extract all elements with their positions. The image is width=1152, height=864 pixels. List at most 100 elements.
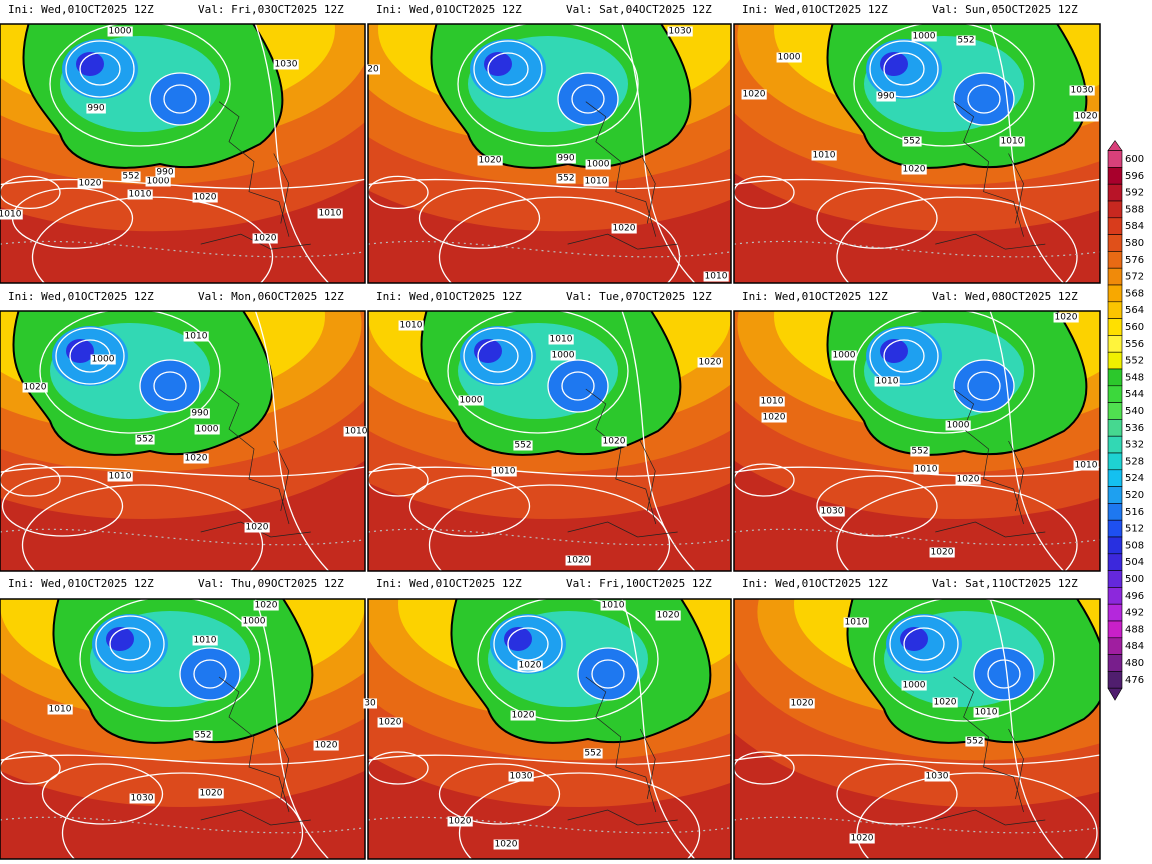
label-bg <box>667 26 693 37</box>
label-bg <box>556 173 576 184</box>
map-frame <box>0 310 366 572</box>
contour-label: 1020 <box>479 156 502 166</box>
contour-label: 1020 <box>791 699 814 709</box>
init-time: Ini: Wed,01OCT2025 12Z <box>8 290 154 303</box>
colorbar-label: 500 <box>1125 574 1144 585</box>
contour-label: 1010 <box>761 397 784 407</box>
map-panel <box>368 599 731 859</box>
map-frame <box>0 598 366 860</box>
jet-axis <box>734 528 1100 546</box>
isobar <box>477 339 519 373</box>
field <box>76 52 104 76</box>
label-bg <box>493 839 519 850</box>
isobar <box>179 647 241 701</box>
label-bg <box>253 600 279 611</box>
isobar <box>547 359 609 413</box>
label-bg <box>192 635 218 646</box>
isobar <box>836 763 958 825</box>
contour-label: 1020 <box>957 475 980 485</box>
colorbar-label: 596 <box>1125 171 1144 182</box>
colorbar-label: 492 <box>1125 608 1144 619</box>
label-bg <box>999 136 1025 147</box>
contour-label: 552 <box>122 172 139 182</box>
coastline <box>200 676 311 826</box>
label-bg <box>876 91 896 102</box>
label-bg <box>761 412 787 423</box>
label-bg <box>398 320 424 331</box>
contour-label: 1000 <box>147 177 170 187</box>
isobar <box>368 466 731 477</box>
isobar <box>149 72 211 126</box>
contour-label: 1020 <box>246 523 269 533</box>
isobar <box>0 751 61 785</box>
isobar <box>953 72 1015 126</box>
colorbar-label: 516 <box>1125 507 1144 518</box>
colorbar-box <box>1107 637 1123 655</box>
label-bg <box>611 223 637 234</box>
contour-label: 1020 <box>567 556 590 566</box>
isobar <box>457 24 639 147</box>
colorbar-box <box>1107 167 1123 185</box>
contour-label: 1010 <box>1075 461 1098 471</box>
label-bg <box>913 464 939 475</box>
contour-label: 1030 <box>1071 86 1094 96</box>
colorbar-box <box>1107 587 1123 605</box>
label-bg <box>510 710 536 721</box>
map-frame <box>0 23 366 284</box>
map-panel <box>0 311 365 571</box>
field <box>150 73 210 125</box>
colorbar-label: 564 <box>1125 305 1144 316</box>
colorbar-cap <box>1107 687 1123 701</box>
contour-label: 1000 <box>903 681 926 691</box>
label-bg <box>932 697 958 708</box>
colorbar-box <box>1107 200 1123 219</box>
isobar <box>577 647 639 701</box>
isobar <box>408 475 531 537</box>
isobar <box>153 371 187 401</box>
isobar <box>368 751 429 785</box>
isobar <box>368 175 429 209</box>
label-bg <box>911 31 937 42</box>
isobar <box>447 311 629 434</box>
label-bg <box>145 176 171 187</box>
label-bg <box>491 466 517 477</box>
colorbar-box <box>1107 234 1123 252</box>
map-panel <box>0 599 365 859</box>
label-bg <box>363 698 377 709</box>
contour-label: 1020 <box>254 234 277 244</box>
label-bg <box>107 26 133 37</box>
label-bg <box>565 555 591 566</box>
colorbar-label: 584 <box>1125 221 1144 232</box>
coastline <box>935 676 1046 826</box>
coastline <box>567 388 678 538</box>
contour-label: 1020 <box>185 454 208 464</box>
isobar <box>869 327 939 385</box>
label-bg <box>517 660 543 671</box>
colorbar-box <box>1107 318 1123 336</box>
isobar <box>477 599 659 722</box>
coastline <box>935 388 1046 538</box>
field <box>954 360 1014 412</box>
colorbar-box <box>1107 654 1123 672</box>
isobar <box>139 359 201 413</box>
field <box>974 648 1034 700</box>
label-bg <box>0 209 23 220</box>
colorbar-box <box>1107 553 1123 571</box>
colorbar-box <box>1107 351 1123 370</box>
label-bg <box>192 192 218 203</box>
isobar <box>55 327 125 385</box>
contour-label: 1020 <box>903 165 926 175</box>
label-bg <box>583 748 603 759</box>
label-bg <box>127 189 153 200</box>
isobar <box>869 40 939 98</box>
isobar <box>889 615 959 673</box>
label-bg <box>377 717 403 728</box>
contour-label: 1010 <box>585 177 608 187</box>
isobar <box>193 659 227 689</box>
isobar <box>557 72 619 126</box>
label-bg <box>183 331 209 342</box>
isobar <box>438 196 681 283</box>
colorbar-label: 476 <box>1125 675 1144 686</box>
contour-label: 1020 <box>934 698 957 708</box>
label-bg <box>47 704 73 715</box>
